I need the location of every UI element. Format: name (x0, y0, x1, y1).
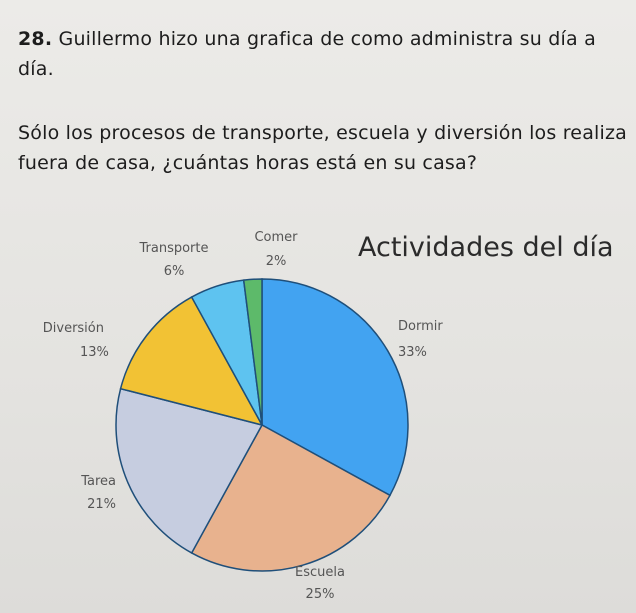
pie-labels: Dormir 33% Escuela 25% Tarea 21% Diversión 13% T… (43, 230, 444, 602)
pie-slice-tarea (115, 387, 264, 554)
pie-slice-dormir (261, 278, 409, 497)
slice-label: Escuela (295, 565, 345, 580)
slice-value-label: 21% (87, 497, 116, 512)
slice-label: Comer (254, 230, 298, 245)
question-instruction: Sólo los procesos de transporte, escuela… (18, 122, 628, 174)
pie-slice-escuela (190, 423, 391, 572)
slice-value-label: 33% (398, 345, 427, 360)
chart-title: Actividades del día (358, 232, 614, 263)
slice-label: Tarea (80, 474, 116, 489)
pie-slices (115, 278, 409, 572)
question-prompt: 28. Guillermo hizo una grafica de como a… (18, 24, 630, 84)
slice-value-label: 2% (266, 254, 287, 269)
slice-value-label: 6% (164, 264, 185, 279)
slice-label: Transporte (139, 241, 209, 256)
pie-slice-diversion (119, 296, 264, 427)
slice-label: Dormir (398, 319, 443, 334)
slice-value-label: 25% (306, 587, 335, 602)
slice-label: Diversión (43, 321, 104, 336)
question-number: 28. (18, 28, 53, 50)
slice-value-label: 13% (80, 345, 109, 360)
question-line-1: Guillermo hizo una grafica de como admin… (18, 28, 596, 80)
pie-slice-comer (242, 278, 263, 426)
